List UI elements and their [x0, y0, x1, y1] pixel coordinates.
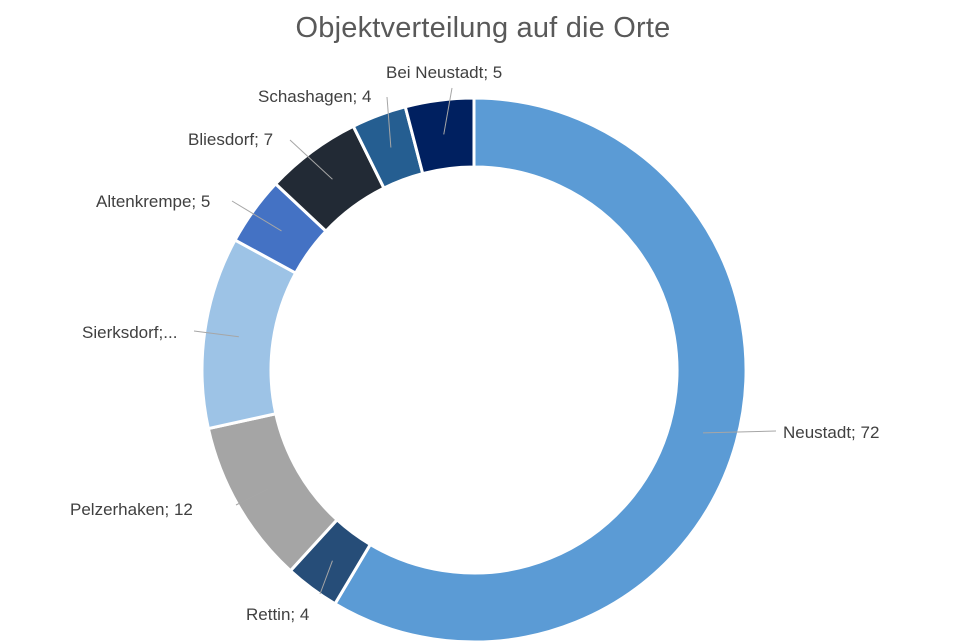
slice-neustadt	[332, 96, 748, 644]
leader-line-neustadt	[702, 430, 777, 434]
leader-line-altenkrempe	[231, 200, 282, 232]
leader-line-schashagen	[386, 96, 392, 148]
chart-title: Objektverteilung auf die Orte	[295, 12, 671, 44]
data-label-bliesdorf: Bliesdorf; 7	[188, 130, 273, 149]
slices-layer	[200, 96, 748, 644]
data-label-sierksdorf: Sierksdorf;...	[82, 323, 177, 342]
leader-line-sierksdorf	[193, 330, 239, 338]
data-label-neustadt: Neustadt; 72	[783, 423, 879, 442]
leader-line-bei-neustadt	[443, 87, 453, 135]
data-label-pelzerhaken: Pelzerhaken; 12	[70, 500, 193, 519]
data-label-schashagen: Schashagen; 4	[258, 87, 371, 106]
data-labels-layer: Neustadt; 72 Rettin; 4 Pelzerhaken; 12 Sier…	[70, 63, 879, 624]
leader-line-rettin	[319, 560, 333, 595]
data-label-rettin: Rettin; 4	[246, 605, 309, 624]
leader-line-bliesdorf	[289, 139, 333, 180]
slice-bei-neustadt	[403, 96, 476, 176]
data-label-bei-neustadt: Bei Neustadt; 5	[386, 63, 502, 82]
data-label-altenkrempe: Altenkrempe; 5	[96, 192, 210, 211]
leader-line-pelzerhaken	[235, 488, 269, 506]
leader-lines-layer	[193, 87, 777, 595]
